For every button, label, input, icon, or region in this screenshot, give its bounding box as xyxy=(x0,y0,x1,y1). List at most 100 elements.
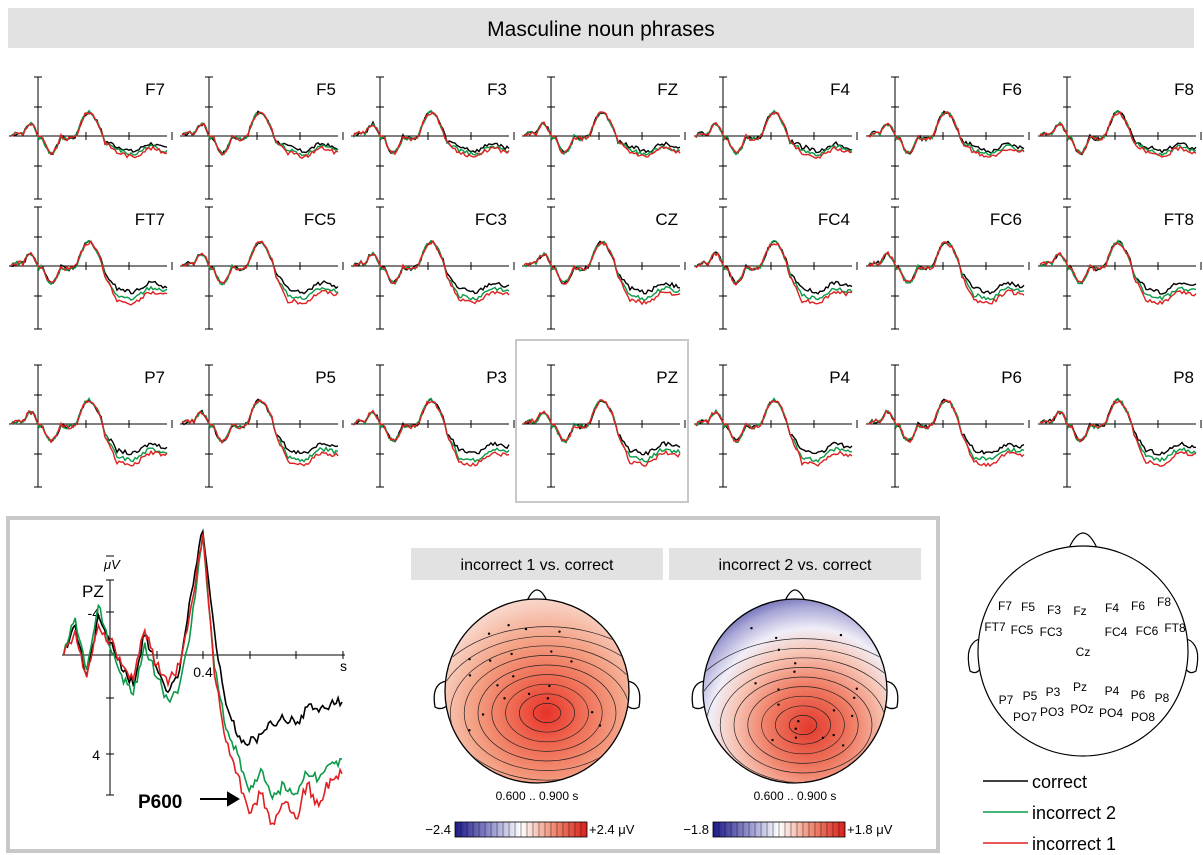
montage-electrode: PO7 xyxy=(1013,710,1037,724)
waveform-correct xyxy=(1039,240,1197,295)
x-unit-label: s xyxy=(340,658,347,674)
electrode-label: F8 xyxy=(1174,80,1194,99)
scale-max-label: +2.4 μV xyxy=(589,822,635,837)
montage-electrode: FC6 xyxy=(1136,624,1159,638)
time-window: 0.600 .. 0.900 s xyxy=(754,789,837,803)
waveform-incorrect-2 xyxy=(867,111,1025,157)
electrode-dot xyxy=(794,662,797,665)
electrode-plot-p3: P3 xyxy=(351,364,515,488)
electrode-plot-p7: P7 xyxy=(9,364,173,488)
waveform-correct xyxy=(523,400,681,456)
montage-electrode: FC5 xyxy=(1011,623,1034,637)
montage-electrode: F4 xyxy=(1105,601,1119,615)
electrode-dot xyxy=(510,652,513,656)
montage-electrode: POz xyxy=(1070,702,1093,716)
waveform-incorrect-1 xyxy=(867,111,1025,158)
montage-electrode: PO4 xyxy=(1099,706,1123,720)
electrode-plot-ft8: FT8 xyxy=(1038,206,1202,330)
electrode-plot-fc4: FC4 xyxy=(694,206,858,330)
contour-line xyxy=(747,686,859,764)
electrode-label: FT8 xyxy=(1164,210,1194,229)
waveform-incorrect-2 xyxy=(181,111,339,157)
detail-waveform-correct xyxy=(62,528,343,747)
electrode-label: P6 xyxy=(1001,368,1022,387)
contour-line xyxy=(532,703,562,723)
montage-electrode: F8 xyxy=(1157,595,1171,609)
contour-line xyxy=(775,705,831,745)
electrode-plot-p6: P6 xyxy=(866,364,1030,488)
electrode-dot xyxy=(850,714,854,718)
electrode-plot-p4: P4 xyxy=(694,364,858,488)
electrode-dot xyxy=(839,633,843,637)
waveform-incorrect-1 xyxy=(867,399,1025,468)
electrode-dot xyxy=(832,733,835,737)
waveform-incorrect-2 xyxy=(523,240,681,302)
waveform-incorrect-1 xyxy=(695,400,853,467)
electrode-dot xyxy=(797,720,800,723)
waveform-correct xyxy=(867,110,1025,155)
electrode-label: FC4 xyxy=(818,210,850,229)
waveform-incorrect-1 xyxy=(1039,241,1197,306)
electrode-dot xyxy=(841,744,845,747)
topo-map-2: incorrect 2 vs. correct 0.600 .. 0.900 s −… xyxy=(669,548,921,838)
electrode-dot xyxy=(855,687,858,690)
contour-line xyxy=(519,693,575,733)
map-title: incorrect 1 vs. correct xyxy=(461,557,614,574)
waveform-incorrect-2 xyxy=(10,397,168,463)
contour-line xyxy=(450,645,628,781)
montage-electrode: FC4 xyxy=(1105,625,1128,639)
contour-line xyxy=(704,647,886,782)
electrode-dot xyxy=(754,682,757,685)
electrode-dot xyxy=(853,696,856,700)
waveform-correct xyxy=(867,398,1025,455)
waveform-incorrect-2 xyxy=(695,239,853,301)
electrode-dot xyxy=(794,736,798,739)
waveform-correct xyxy=(10,397,168,456)
electrode-dot xyxy=(750,627,753,630)
waveform-incorrect-2 xyxy=(523,112,681,156)
contour-line xyxy=(491,674,603,752)
waveform-incorrect-1 xyxy=(10,399,168,467)
waveform-incorrect-2 xyxy=(1039,397,1197,463)
electrode-label: FC6 xyxy=(990,210,1022,229)
topo-maps: incorrect 1 vs. correct 0.600 .. 0.900 s −… xyxy=(411,548,921,838)
waveform-correct xyxy=(181,398,339,455)
waveform-incorrect-2 xyxy=(695,397,853,463)
electrode-montage: F7 F5 F3 Fz F4 F6 F8 FT7 FC5 FC3 FC4 FC6 FT8 Cz P7 P5 P3… xyxy=(967,532,1199,757)
contour-line xyxy=(446,626,628,782)
waveform-correct xyxy=(523,112,681,154)
electrode-dot xyxy=(468,674,472,677)
waveform-incorrect-1 xyxy=(352,239,510,305)
title-header: Masculine noun phrases xyxy=(8,8,1194,48)
electrode-label: PZ xyxy=(656,368,678,387)
head-outline xyxy=(444,598,630,784)
electrode-dot xyxy=(774,636,778,640)
contour-line xyxy=(505,683,589,743)
electrode-dot xyxy=(512,675,515,678)
electrode-dot xyxy=(524,627,528,631)
detail-panel-frame xyxy=(6,516,940,853)
waveform-incorrect-1 xyxy=(867,241,1025,305)
right-ear-icon xyxy=(625,680,641,710)
electrode-dot xyxy=(488,659,492,662)
contour-line xyxy=(446,635,628,782)
scale-min-label: −2.4 xyxy=(425,822,451,837)
electrode-dot xyxy=(590,710,594,714)
montage-electrode: Fz xyxy=(1073,604,1086,618)
map-title-bar xyxy=(411,548,663,580)
montage-electrode: FT8 xyxy=(1164,621,1186,635)
electrode-label: F3 xyxy=(487,80,507,99)
montage-electrode: FT7 xyxy=(984,620,1006,634)
electrode-plot-f8: F8 xyxy=(1038,76,1202,200)
electrode-label: F7 xyxy=(145,80,165,99)
electrode-dot xyxy=(487,632,491,635)
electrode-plot-fc5: FC5 xyxy=(180,206,344,330)
electrode-label: F5 xyxy=(316,80,336,99)
montage-electrode: P7 xyxy=(999,693,1014,707)
electrode-dot xyxy=(777,648,781,652)
waveform-incorrect-1 xyxy=(523,111,681,158)
montage-electrode: Cz xyxy=(1076,645,1091,659)
waveform-incorrect-2 xyxy=(10,239,168,301)
left-ear-icon xyxy=(433,680,449,710)
